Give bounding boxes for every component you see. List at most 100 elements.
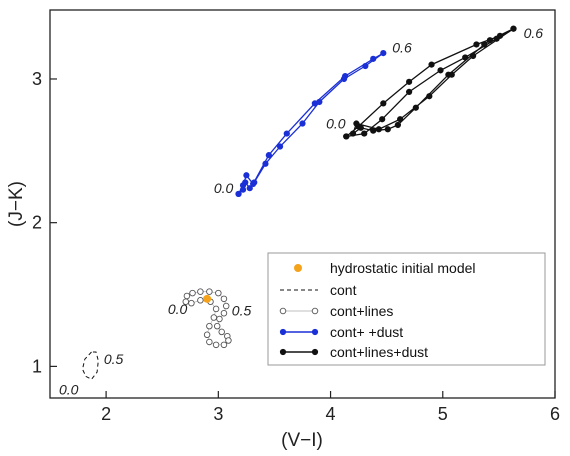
legend: hydrostatic initial model cont cont+lines c… [267, 252, 546, 366]
legend-label: cont+lines [330, 303, 393, 319]
legend-marker-cont-lines [279, 307, 287, 315]
cont-dust-point [239, 186, 247, 193]
cont-lines-dust-point [462, 54, 469, 61]
cont-lines-point [197, 288, 204, 295]
x-tick-label: 6 [550, 404, 560, 424]
cont-lines-dust-line [345, 28, 514, 138]
cont-lines-dust-point [412, 104, 419, 111]
annotations-layer: 0.6 0.6 0.0 0.0 0.0 0.5 0.5 0.0 [59, 25, 543, 397]
cont-lines-point [183, 292, 191, 300]
legend-label: cont [330, 282, 357, 298]
cont-lines-point [210, 314, 218, 321]
cont-lines-point [212, 341, 220, 349]
y-axis-title: (J−K) [6, 181, 27, 227]
cont-lines-point [189, 289, 196, 297]
cont-lines-dust-point [370, 127, 377, 134]
cont-lines-dust-point [375, 126, 382, 133]
cont-lines-point [220, 341, 228, 349]
cont-lines-dust-point [357, 124, 364, 131]
cont-dust-point [262, 160, 269, 167]
cont-lines-dust-point [426, 93, 433, 100]
x-axis-title: (V−I) [281, 430, 323, 451]
cont-lines-point [197, 297, 204, 304]
x-tick-label: 3 [213, 404, 223, 424]
cont-lines-dust-point [361, 130, 368, 137]
plot-frame [49, 9, 556, 399]
cont-lines-point [206, 338, 213, 346]
legend-marker [279, 328, 287, 336]
cont-lines-point [220, 295, 228, 303]
cont-dust-point [370, 55, 377, 62]
cont-lines-point [225, 337, 232, 344]
x-tick-label: 2 [101, 404, 111, 424]
cont-lines-point [206, 288, 213, 295]
cont-lines-point [218, 328, 225, 336]
cont-lines-dust-point [493, 35, 500, 42]
legend-marker [279, 348, 287, 356]
cont-lines-point [216, 315, 223, 323]
x-tick-label: 5 [438, 404, 448, 424]
cont-lines-dust-point [510, 25, 517, 32]
legend-label: hydrostatic initial model [330, 260, 476, 276]
x-tick-label: 4 [326, 404, 336, 424]
cont-lines-point [213, 322, 221, 330]
cont-dust-point [283, 130, 290, 137]
phase-label: 0.5 [104, 351, 124, 367]
cont-lines-point [212, 305, 220, 313]
hydrostatic-model-point [203, 294, 212, 303]
cont-dashed-line [81, 351, 99, 380]
cont-lines-point [220, 309, 228, 317]
legend-marker-hydrostatic [294, 264, 302, 272]
cont-lines-point [222, 302, 230, 310]
legend-marker [311, 328, 319, 336]
y-tick-label: 1 [32, 356, 42, 376]
cont-dust-point [242, 179, 249, 186]
cont-dust-point [316, 98, 323, 106]
cont-lines-dust-point [473, 41, 480, 48]
phase-label: 0.0 [168, 301, 188, 317]
cont-lines-point [215, 289, 222, 297]
cont-lines-dust-point [481, 41, 488, 48]
series-layer [81, 25, 517, 380]
cont-dust-point [235, 190, 242, 198]
cont-lines-dust-point [379, 116, 386, 123]
phase-label: 0.0 [59, 381, 79, 397]
cont-lines-dust-point [353, 120, 360, 127]
cont-lines-dust-point [406, 78, 413, 85]
y-tick-label: 2 [32, 213, 42, 233]
cont-lines-dust-point [448, 71, 455, 78]
ticks-layer: 2 3 4 5 6 1 2 3 [32, 69, 560, 424]
legend-label: cont+ +dust [330, 324, 403, 340]
cont-lines-point [188, 299, 195, 307]
cont-lines-point [206, 322, 213, 330]
legend-label: cont+lines+dust [330, 344, 428, 360]
cont-dust-point [243, 172, 250, 179]
cont-lines-dust-point [397, 116, 404, 123]
phase-label: 0.5 [232, 302, 252, 318]
cont-dust-point [340, 75, 348, 83]
legend-marker-cont-lines [311, 307, 319, 315]
phase-label: 0.6 [392, 39, 412, 55]
legend-marker [311, 348, 319, 356]
cont-lines-dust-point [428, 61, 435, 68]
cont-dust-point [265, 152, 272, 159]
cont-lines-dust-point [469, 52, 477, 60]
cont-dust-point [251, 179, 258, 186]
cont-lines-dust-point [486, 37, 494, 44]
cont-lines-dust-point [380, 100, 387, 107]
y-tick-label: 3 [32, 69, 42, 89]
phase-label: 0.6 [524, 25, 544, 41]
cont-lines-dust-point [384, 126, 391, 133]
phase-label: 0.0 [326, 116, 346, 132]
cont-dust-point [246, 185, 253, 192]
cont-dust-point [276, 143, 284, 150]
cont-lines-dust-point [394, 121, 401, 129]
phase-label: 0.0 [214, 180, 234, 196]
cont-lines-dust-point [437, 67, 444, 74]
cont-lines-dust-point [406, 88, 413, 96]
cont-lines-dust-point [349, 130, 357, 137]
cont-lines-point [203, 331, 211, 339]
cont-dust-point [299, 120, 306, 127]
cont-dust-point [380, 50, 387, 57]
